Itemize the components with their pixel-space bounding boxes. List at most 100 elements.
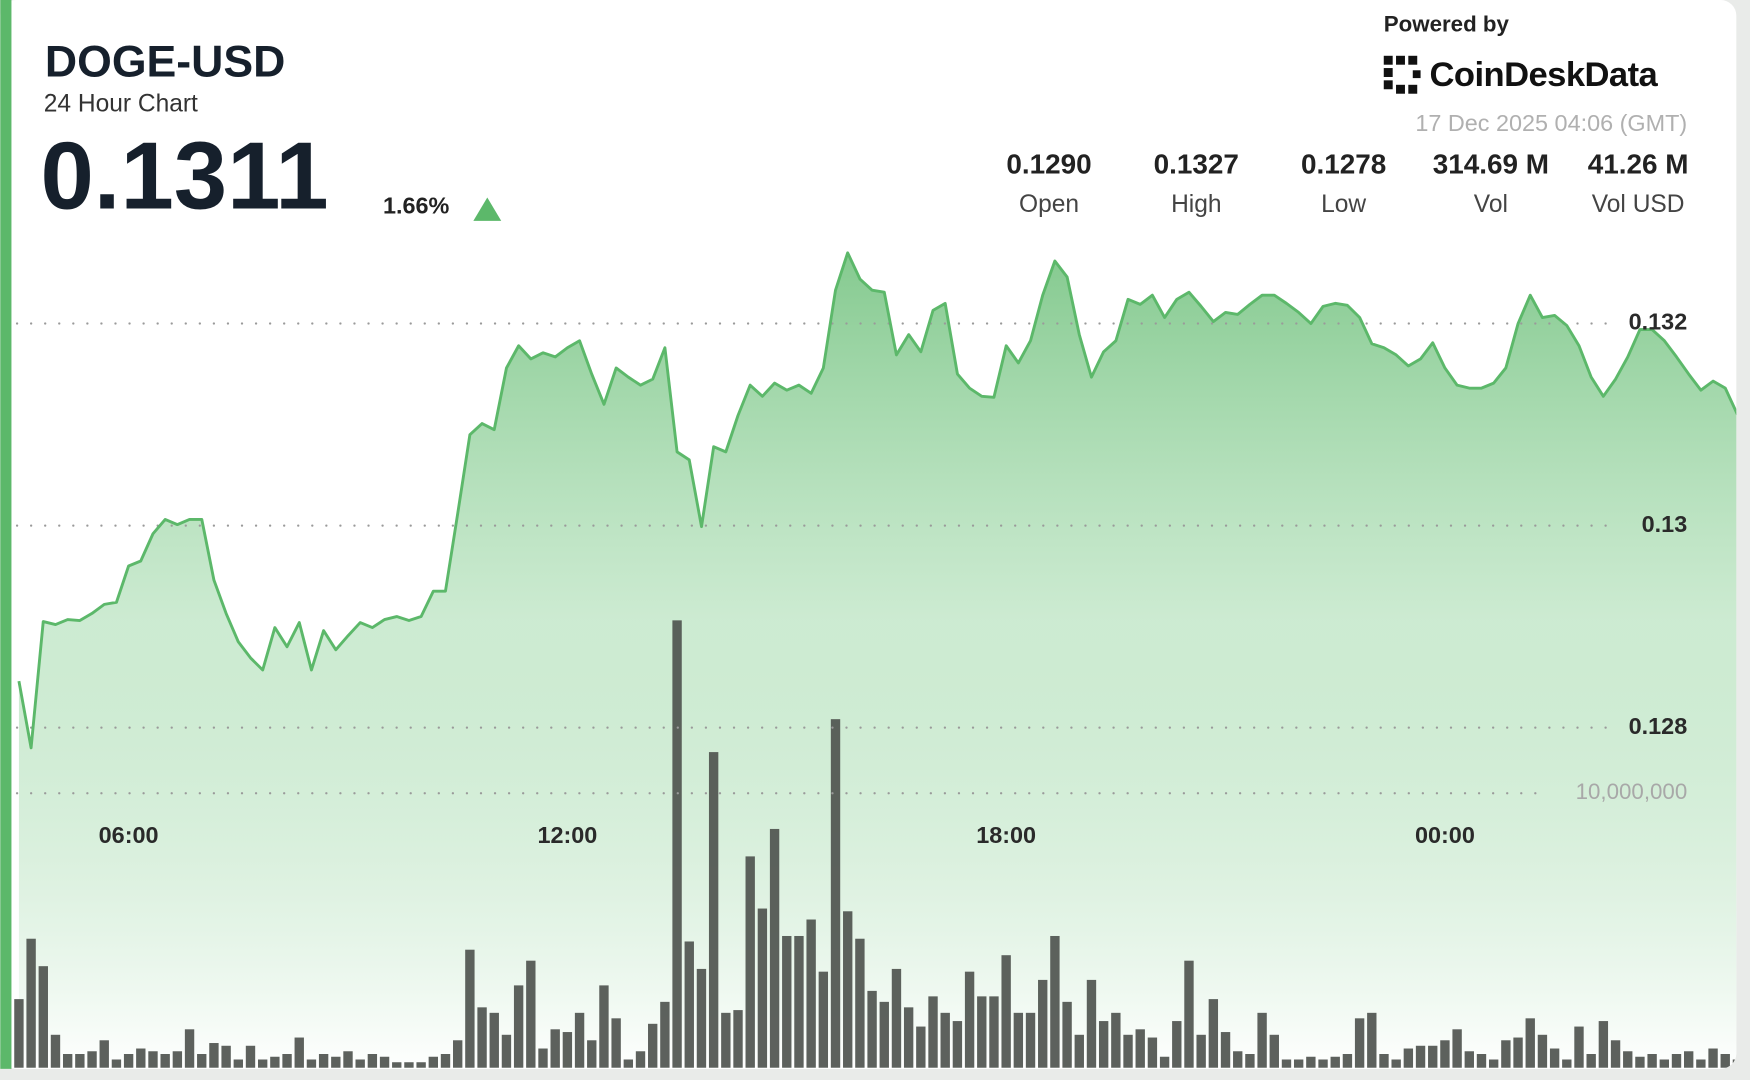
change: 1.66% [383, 193, 450, 219]
volume-bar [355, 1059, 365, 1068]
volume-bar [50, 1034, 61, 1068]
volume-bar [599, 985, 609, 1068]
volume-bar [440, 1054, 451, 1068]
area-layer [18, 252, 1737, 1069]
volume-bar [1208, 999, 1219, 1068]
volume-bar [989, 996, 999, 1068]
volume-bar [867, 990, 877, 1068]
volume-bar [623, 1059, 634, 1068]
volume-bar [903, 1007, 914, 1068]
volume-bar [916, 1026, 926, 1068]
volume-bar [635, 1051, 646, 1068]
volume-bar [489, 1012, 499, 1068]
volume-bar [1098, 1021, 1109, 1068]
volume-bar [1403, 1048, 1414, 1068]
volume-bar [1549, 1048, 1560, 1068]
volume-bar [1671, 1054, 1682, 1068]
volume-bar [233, 1059, 243, 1068]
volume-bar [1440, 1040, 1450, 1068]
volume-bar [1159, 1056, 1170, 1068]
y-tick-label: 0.132 [1629, 309, 1688, 335]
volume-bar [367, 1054, 378, 1068]
volume-bar [660, 1001, 670, 1068]
stat-value: 0.1290 [1006, 149, 1091, 180]
volume-bar [1025, 1012, 1036, 1068]
volume-bar [87, 1051, 97, 1068]
volume-bar [684, 941, 694, 1068]
line-layer [17, 251, 1737, 750]
volume-bar [1318, 1059, 1328, 1068]
volume-bar [75, 1054, 85, 1068]
up-arrow [473, 197, 502, 221]
volume-bar [111, 1059, 122, 1068]
volume-bar [1269, 1034, 1279, 1068]
volume-bar [1428, 1045, 1438, 1068]
volume-bar [477, 1007, 487, 1068]
volume-bar [1245, 1054, 1255, 1068]
volume-bar [38, 966, 48, 1068]
volume-bar [928, 996, 938, 1068]
volume-bar [733, 1010, 743, 1068]
y-tick-label: 0.13 [1642, 511, 1688, 537]
volume-bar [1172, 1021, 1182, 1068]
volume-bar [1610, 1040, 1621, 1068]
volume-bar [891, 968, 902, 1068]
volume-bar [1513, 1037, 1523, 1068]
volume-bar [318, 1054, 329, 1068]
powered-by: Powered by [1384, 12, 1510, 37]
grid-layer [15, 322, 1609, 795]
volume-bar [562, 1032, 573, 1068]
volume-bar [331, 1056, 341, 1068]
volume-bar [453, 1040, 463, 1068]
volume-bar [1050, 935, 1060, 1068]
volume-bar [794, 935, 804, 1068]
volume-bar [501, 1034, 512, 1068]
volume-bar [1147, 1037, 1158, 1068]
volume-bar [721, 1012, 731, 1068]
volume-bar [1257, 1012, 1267, 1068]
volume-bar [1062, 1001, 1072, 1068]
volume-bar [940, 1012, 950, 1068]
volume-bar [294, 1037, 304, 1068]
y2-tick-label: 10,000,000 [1576, 779, 1688, 804]
volume-bar [1220, 1032, 1231, 1068]
volume-bar [221, 1045, 231, 1068]
stat-value: 314.69 M [1433, 149, 1549, 180]
volume-bar [818, 971, 829, 1068]
volume-bar [648, 1023, 658, 1068]
volume-bar [672, 620, 682, 1068]
volume-bar [1452, 1029, 1462, 1068]
volume-bar [611, 1018, 621, 1068]
volume-bar [1696, 1059, 1706, 1068]
volume-bar [465, 949, 475, 1068]
volume-bar [1354, 1018, 1365, 1068]
stat-label: Vol USD [1592, 191, 1685, 218]
stat-label: Vol [1474, 191, 1508, 218]
volume-bar [550, 1029, 560, 1068]
stat-label: High [1171, 191, 1221, 218]
volume-bar [843, 911, 853, 1068]
volume-bar [1013, 1012, 1024, 1068]
volume-bar [879, 1001, 889, 1068]
volume-bar [26, 938, 36, 1068]
volume-bar [1501, 1040, 1511, 1068]
stat-label: Low [1321, 191, 1366, 218]
volume-bar [1708, 1048, 1718, 1068]
volume-bar [123, 1054, 134, 1068]
brand: CoinDeskData [1430, 56, 1659, 94]
subtitle: 24 Hour Chart [44, 90, 198, 117]
volume-bar [306, 1059, 317, 1068]
stats: 0.1290 Open 0.1327 High 0.1278 Low 314.6… [1006, 149, 1688, 218]
volume-bar [1635, 1056, 1645, 1068]
volume-bar [343, 1051, 353, 1068]
x-tick-label: 12:00 [537, 822, 597, 848]
volume-bar [1647, 1054, 1657, 1068]
volume-bar [1001, 955, 1011, 1068]
volume-bar [270, 1056, 280, 1068]
volume-bar [1233, 1051, 1243, 1068]
volume-bar [1123, 1034, 1133, 1068]
volume-bar [757, 908, 768, 1068]
volume-bar [964, 971, 975, 1068]
volume-bar [14, 999, 24, 1068]
